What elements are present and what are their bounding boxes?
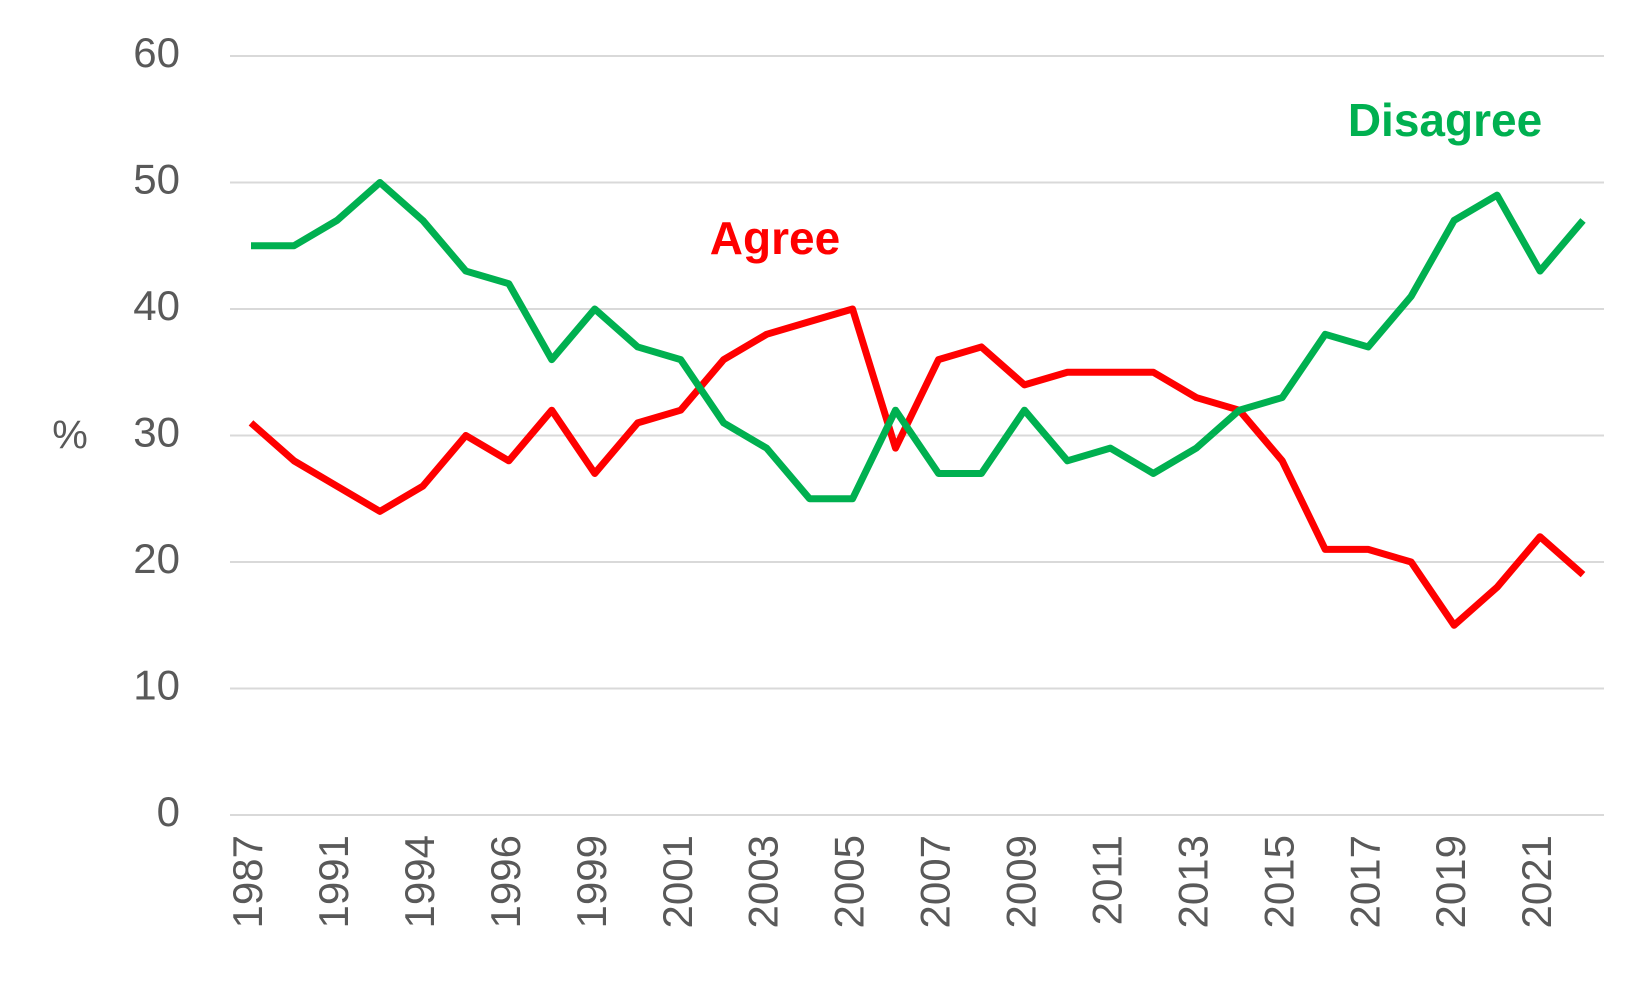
y-tick-label: 10	[133, 662, 180, 709]
x-tick-label: 2005	[826, 835, 873, 928]
x-tick-label: 2001	[654, 835, 701, 928]
y-tick-label: 40	[133, 282, 180, 329]
x-tick-label: 2007	[912, 835, 959, 928]
x-tick-label: 2021	[1513, 835, 1560, 928]
y-tick-label: 30	[133, 409, 180, 456]
x-tick-label: 1987	[224, 835, 271, 928]
series-label: Disagree	[1348, 94, 1542, 146]
x-tick-label: 1994	[396, 835, 443, 928]
y-axis-label: %	[52, 414, 88, 458]
x-tick-label: 1996	[482, 835, 529, 928]
y-tick-label: 0	[157, 788, 180, 835]
x-tick-label: 2017	[1341, 835, 1388, 928]
line-series	[251, 179, 1586, 503]
x-tick-label: 2013	[1169, 835, 1216, 928]
x-tick-label: 2009	[998, 835, 1045, 928]
series-label: Agree	[710, 212, 840, 264]
x-tick-label: 1991	[310, 835, 357, 928]
y-tick-label: 50	[133, 156, 180, 203]
x-tick-label: 2015	[1255, 835, 1302, 928]
x-tick-label: 2011	[1083, 835, 1130, 925]
x-tick-label: 1999	[568, 835, 615, 928]
x-tick-label: 2019	[1427, 835, 1474, 928]
line-series	[248, 305, 1586, 629]
y-tick-label: 20	[133, 535, 180, 582]
x-tick-label: 2003	[740, 835, 787, 928]
y-tick-label: 60	[133, 29, 180, 76]
